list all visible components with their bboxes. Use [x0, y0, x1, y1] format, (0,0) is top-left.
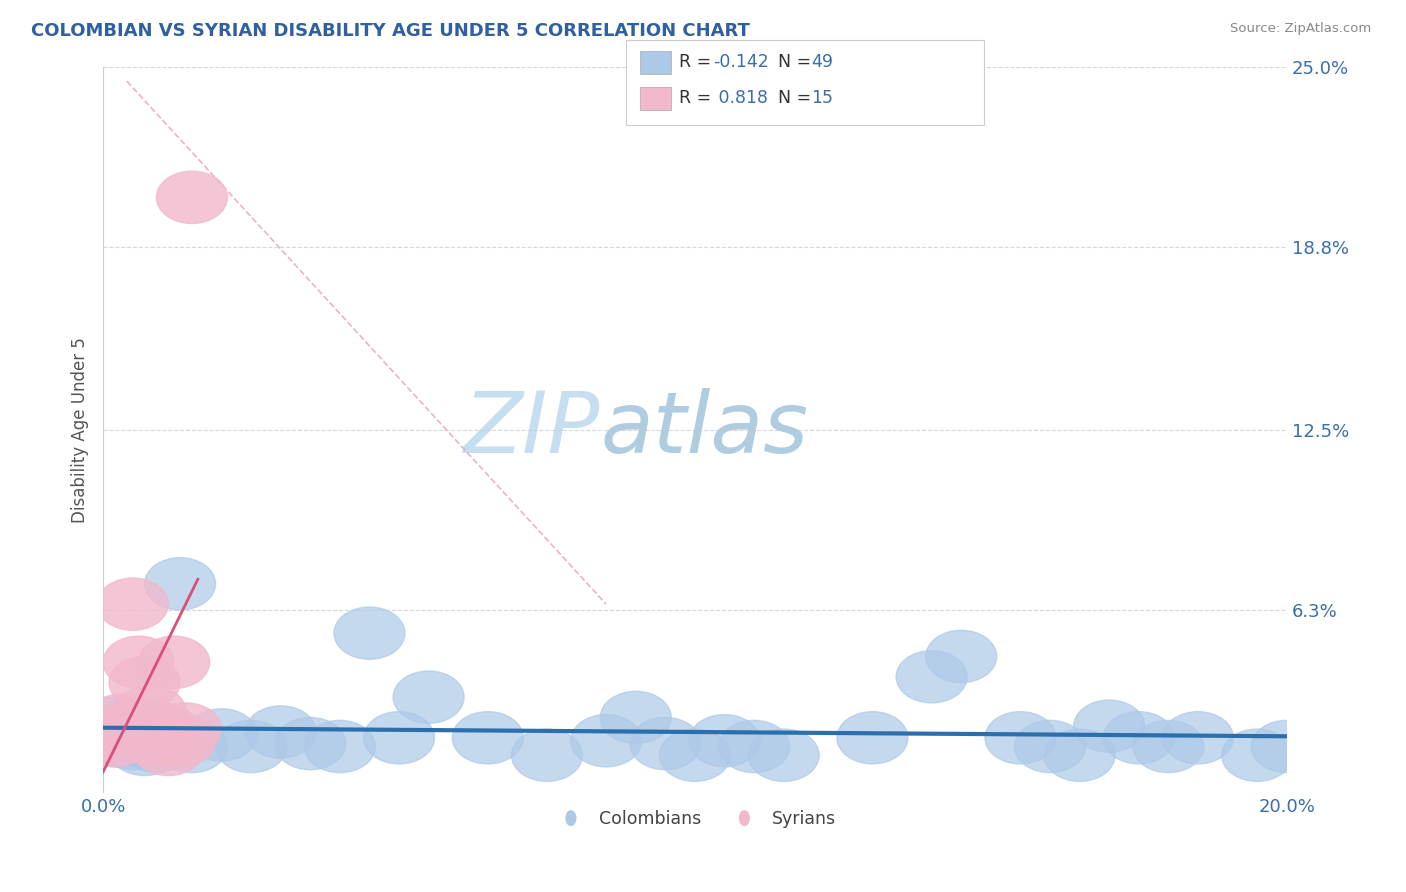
Ellipse shape [115, 703, 186, 756]
Text: ZIP: ZIP [464, 388, 600, 471]
Text: -0.142: -0.142 [713, 54, 769, 71]
Ellipse shape [80, 714, 150, 767]
Ellipse shape [132, 723, 204, 775]
Ellipse shape [73, 709, 145, 761]
Ellipse shape [571, 714, 641, 767]
Ellipse shape [127, 706, 198, 758]
Ellipse shape [91, 712, 162, 764]
Ellipse shape [718, 721, 790, 772]
Ellipse shape [1045, 729, 1115, 781]
Ellipse shape [139, 636, 209, 689]
Ellipse shape [103, 703, 174, 756]
Ellipse shape [274, 717, 346, 770]
Ellipse shape [110, 723, 180, 775]
Ellipse shape [110, 714, 180, 767]
Ellipse shape [145, 558, 215, 610]
Ellipse shape [925, 631, 997, 682]
Ellipse shape [145, 714, 215, 767]
Ellipse shape [86, 694, 156, 747]
Ellipse shape [97, 709, 169, 761]
Ellipse shape [512, 729, 582, 781]
Ellipse shape [896, 650, 967, 703]
Ellipse shape [394, 671, 464, 723]
Ellipse shape [91, 703, 162, 756]
Text: Source: ZipAtlas.com: Source: ZipAtlas.com [1230, 22, 1371, 36]
Text: 0.818: 0.818 [713, 89, 768, 107]
Ellipse shape [132, 709, 204, 761]
Ellipse shape [453, 712, 523, 764]
Ellipse shape [103, 636, 174, 689]
Ellipse shape [245, 706, 316, 758]
Ellipse shape [103, 709, 174, 761]
Ellipse shape [1133, 721, 1204, 772]
Legend: Colombians, Syrians: Colombians, Syrians [547, 804, 844, 835]
Text: N =: N = [778, 54, 817, 71]
Ellipse shape [837, 712, 908, 764]
Text: R =: R = [679, 54, 717, 71]
Ellipse shape [150, 703, 222, 756]
Y-axis label: Disability Age Under 5: Disability Age Under 5 [72, 337, 89, 523]
Ellipse shape [364, 712, 434, 764]
Ellipse shape [1104, 712, 1174, 764]
Ellipse shape [86, 714, 156, 767]
Ellipse shape [215, 721, 287, 772]
Ellipse shape [984, 712, 1056, 764]
Ellipse shape [127, 703, 198, 756]
Text: R =: R = [679, 89, 717, 107]
Ellipse shape [748, 729, 820, 781]
Ellipse shape [335, 607, 405, 659]
Ellipse shape [304, 721, 375, 772]
Ellipse shape [156, 171, 228, 224]
Ellipse shape [1163, 712, 1233, 764]
Ellipse shape [86, 703, 156, 756]
Ellipse shape [1251, 721, 1322, 772]
Text: 49: 49 [811, 54, 834, 71]
Text: atlas: atlas [600, 388, 808, 471]
Ellipse shape [156, 721, 228, 772]
Ellipse shape [1015, 721, 1085, 772]
Text: N =: N = [778, 89, 817, 107]
Ellipse shape [121, 721, 191, 772]
Ellipse shape [1074, 700, 1144, 752]
Ellipse shape [80, 698, 150, 749]
Text: 15: 15 [811, 89, 834, 107]
Ellipse shape [1222, 729, 1292, 781]
Ellipse shape [121, 714, 191, 767]
Ellipse shape [110, 657, 180, 709]
Ellipse shape [630, 717, 700, 770]
Text: COLOMBIAN VS SYRIAN DISABILITY AGE UNDER 5 CORRELATION CHART: COLOMBIAN VS SYRIAN DISABILITY AGE UNDER… [31, 22, 749, 40]
Ellipse shape [73, 706, 145, 758]
Ellipse shape [97, 717, 169, 770]
Ellipse shape [115, 712, 186, 764]
Ellipse shape [659, 729, 731, 781]
Ellipse shape [186, 709, 257, 761]
Ellipse shape [115, 685, 186, 738]
Ellipse shape [97, 578, 169, 631]
Ellipse shape [600, 691, 671, 744]
Ellipse shape [91, 700, 162, 752]
Ellipse shape [80, 714, 150, 767]
Ellipse shape [689, 714, 761, 767]
